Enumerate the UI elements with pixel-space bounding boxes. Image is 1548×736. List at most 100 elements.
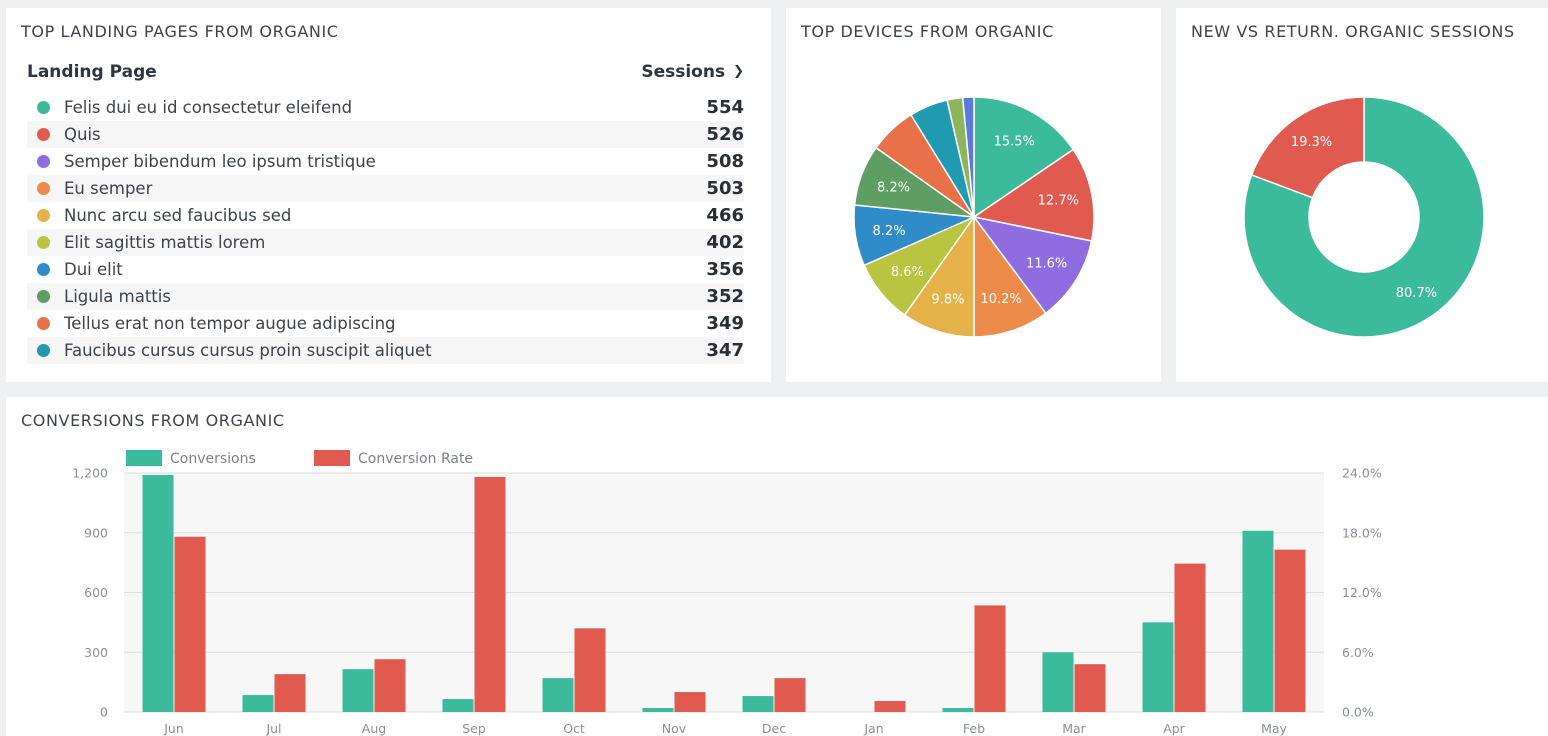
row-color-dot — [37, 344, 50, 357]
y-left-tick-label: 300 — [84, 645, 108, 660]
y-right-tick-label: 6.0% — [1342, 645, 1374, 660]
bar[interactable] — [1274, 549, 1306, 712]
devices-panel: TOP DEVICES FROM ORGANIC 15.5% 12.7% 11.6%… — [786, 8, 1161, 382]
landing-page-label: Eu semper — [64, 179, 153, 198]
sessions-value: 349 — [706, 313, 744, 334]
bar[interactable] — [574, 628, 606, 712]
bar[interactable] — [342, 669, 374, 712]
bar[interactable] — [442, 699, 474, 712]
landing-page-label: Elit sagittis mattis lorem — [64, 233, 266, 252]
landing-page-label: Felis dui eu id consectetur eleifend — [64, 98, 353, 117]
bar[interactable] — [942, 708, 974, 712]
table-row[interactable]: Elit sagittis mattis lorem 402 — [27, 229, 744, 256]
table-row[interactable]: Felis dui eu id consectetur eleifend 554 — [27, 94, 744, 121]
x-tick-label: Dec — [762, 721, 786, 736]
row-color-dot — [37, 101, 50, 114]
conversions-panel: CONVERSIONS FROM ORGANIC 0 0.0% 300 6.0% 600… — [6, 397, 1548, 736]
x-tick-label: Feb — [963, 721, 985, 736]
bar[interactable] — [1174, 563, 1206, 712]
sessions-value: 466 — [706, 205, 744, 226]
x-tick-label: Apr — [1163, 721, 1185, 736]
table-row[interactable]: Dui elit 356 — [27, 256, 744, 283]
bar[interactable] — [542, 678, 574, 712]
sessions-column-label: Sessions — [641, 62, 726, 82]
pie-slice[interactable] — [973, 214, 1047, 338]
bar[interactable] — [874, 701, 906, 712]
legend-label[interactable]: Conversions — [170, 451, 256, 467]
landing-page-column-header: Landing Page — [27, 62, 157, 82]
landing-pages-title: TOP LANDING PAGES FROM ORGANIC — [21, 22, 339, 41]
bar[interactable] — [642, 708, 674, 712]
x-tick-label: Jun — [163, 721, 184, 736]
bar[interactable] — [1242, 530, 1274, 712]
y-left-tick-label: 600 — [84, 585, 108, 600]
legend-swatch — [126, 450, 162, 466]
sessions-value: 356 — [706, 259, 744, 280]
row-color-dot — [37, 317, 50, 330]
sessions-value: 352 — [706, 286, 744, 307]
table-row[interactable]: Quis 526 — [27, 121, 744, 148]
table-row[interactable]: Faucibus cursus cursus proin suscipit al… — [27, 337, 744, 364]
table-row[interactable]: Tellus erat non tempor augue adipiscing 3… — [27, 310, 744, 337]
bar[interactable] — [674, 692, 706, 712]
landing-page-label: Ligula mattis — [64, 287, 171, 306]
row-color-dot — [37, 263, 50, 276]
x-tick-label: Jan — [863, 721, 883, 736]
y-right-tick-label: 18.0% — [1342, 525, 1382, 540]
x-tick-label: Mar — [1062, 721, 1086, 736]
bar[interactable] — [974, 605, 1006, 712]
new-vs-return-panel: NEW VS RETURN. ORGANIC SESSIONS 80.7% 19.… — [1176, 8, 1548, 382]
x-tick-label: Oct — [563, 721, 585, 736]
slice-label: 9.8% — [931, 292, 964, 307]
bar[interactable] — [142, 474, 174, 712]
row-color-dot — [37, 236, 50, 249]
row-color-dot — [37, 155, 50, 168]
conversions-bar-chart: 0 0.0% 300 6.0% 600 12.0% 900 18.0% 1,200 24.0% Ju… — [72, 450, 1382, 736]
pie-slice[interactable] — [903, 214, 975, 338]
x-tick-label: Aug — [362, 721, 386, 736]
row-color-dot — [37, 128, 50, 141]
table-row[interactable]: Nunc arcu sed faucibus sed 466 — [27, 202, 744, 229]
table-row[interactable]: Semper bibendum leo ipsum tristique 508 — [27, 148, 744, 175]
legend-label[interactable]: Conversion Rate — [358, 451, 473, 467]
row-color-dot — [37, 182, 50, 195]
table-row[interactable]: Eu semper 503 — [27, 175, 744, 202]
table-row[interactable]: Ligula mattis 352 — [27, 283, 744, 310]
slice-label: 19.3% — [1291, 135, 1332, 150]
bar[interactable] — [174, 536, 206, 712]
bar[interactable] — [274, 674, 306, 712]
landing-page-label: Dui elit — [64, 260, 123, 279]
bar[interactable] — [374, 659, 406, 712]
slice-label: 12.7% — [1038, 194, 1079, 209]
x-tick-label: Jul — [265, 721, 281, 736]
pie-slice[interactable] — [961, 96, 975, 218]
bar[interactable] — [242, 695, 274, 712]
bar[interactable] — [474, 476, 506, 712]
slice-label: 8.6% — [891, 265, 924, 280]
y-right-tick-label: 12.0% — [1342, 585, 1382, 600]
pie-slice[interactable] — [972, 215, 1093, 315]
sessions-value: 526 — [706, 124, 744, 145]
bar[interactable] — [1042, 652, 1074, 712]
landing-page-label: Quis — [64, 125, 101, 144]
landing-page-label: Tellus erat non tempor augue adipiscing — [64, 314, 396, 333]
bar[interactable] — [742, 696, 774, 712]
sessions-value: 402 — [706, 232, 744, 253]
sessions-sort-header[interactable]: Sessions ❯ — [641, 62, 744, 82]
bar[interactable] — [1142, 622, 1174, 712]
legend-swatch — [314, 450, 350, 466]
pie-slice[interactable] — [1250, 96, 1365, 199]
landing-table-body: Felis dui eu id consectetur eleifend 554 Q… — [27, 94, 744, 364]
landing-page-label: Semper bibendum leo ipsum tristique — [64, 152, 376, 171]
sessions-value: 347 — [706, 340, 744, 361]
pie-slice[interactable] — [1243, 96, 1485, 338]
landing-page-label: Faucibus cursus cursus proin suscipit al… — [64, 341, 432, 360]
y-left-tick-label: 0 — [100, 705, 108, 720]
y-right-tick-label: 0.0% — [1342, 705, 1374, 720]
slice-label: 11.6% — [1026, 257, 1067, 272]
bar[interactable] — [774, 678, 806, 712]
devices-pie-chart: 15.5% 12.7% 11.6% 10.2% 9.8% 8.6% 8.2% 8.2% — [853, 96, 1095, 338]
bar[interactable] — [1074, 664, 1106, 712]
pie-slice[interactable] — [972, 148, 1095, 242]
pie-slice[interactable] — [973, 96, 1075, 219]
